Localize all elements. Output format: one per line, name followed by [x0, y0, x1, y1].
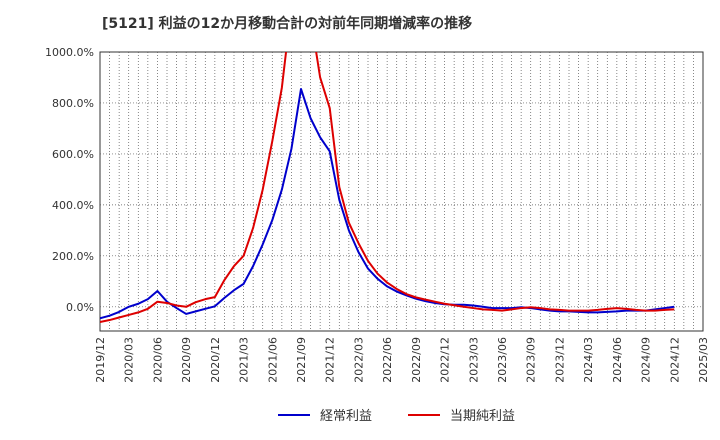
x-tick-label: 2021/09: [295, 337, 308, 383]
x-tick-label: 2022/12: [439, 337, 452, 383]
x-tick-label: 2023/06: [496, 337, 509, 383]
series-layer: [100, 52, 675, 324]
y-tick-label: 0.0%: [66, 301, 94, 314]
x-tick-label: 2024/09: [640, 337, 653, 383]
x-tick-label: 2023/03: [467, 337, 480, 383]
y-tick-label: 400.0%: [52, 199, 94, 212]
x-tick-label: 2022/03: [352, 337, 365, 383]
x-tick-label: 2022/09: [410, 337, 423, 383]
legend: 経常利益 当期純利益: [278, 409, 515, 424]
x-tick-label: 2022/06: [381, 337, 394, 383]
x-tick-label: 2021/06: [266, 337, 279, 383]
x-tick-label: 2021/03: [238, 337, 251, 383]
axis-layer: 0.0% 200.0% 400.0% 600.0% 800.0% 1000.0% 2019/…: [45, 46, 710, 383]
series-line-1: [100, 87, 675, 320]
y-tick-label: 800.0%: [52, 97, 94, 110]
y-tick-label: 1000.0%: [45, 46, 94, 59]
x-tick-label: 2020/09: [180, 337, 193, 383]
x-tick-label: 2020/03: [123, 337, 136, 383]
y-tick-label: 600.0%: [52, 148, 94, 161]
x-tick-label: 2023/12: [553, 337, 566, 383]
x-tick-label: 2024/03: [582, 337, 595, 383]
x-tick-label: 2023/09: [525, 337, 538, 383]
y-tick-label: 200.0%: [52, 250, 94, 263]
x-tick-label: 2020/06: [151, 337, 164, 383]
plot-area: [99, 51, 704, 332]
x-tick-label: 2024/12: [668, 337, 681, 383]
x-tick-label: 2019/12: [94, 337, 107, 383]
x-tick-label: 2021/12: [324, 337, 337, 383]
x-tick-label: 2024/06: [611, 337, 624, 383]
x-tick-label: 2025/03: [697, 337, 710, 383]
legend-label-2: 当期純利益: [450, 409, 515, 424]
series-line-2: [100, 52, 675, 324]
x-tick-label: 2020/12: [209, 337, 222, 383]
chart-title: [5121] 利益の12か月移動合計の対前年同期増減率の推移: [102, 16, 473, 32]
legend-label-1: 経常利益: [320, 409, 372, 424]
